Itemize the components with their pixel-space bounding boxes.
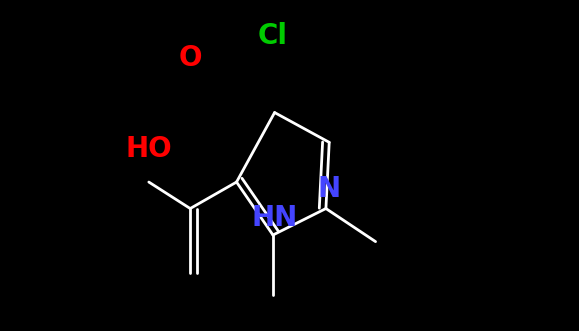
Text: O: O xyxy=(178,44,202,72)
Text: N: N xyxy=(318,175,341,203)
Text: Cl: Cl xyxy=(258,23,288,50)
Text: HN: HN xyxy=(251,205,298,232)
Text: HO: HO xyxy=(126,135,172,163)
